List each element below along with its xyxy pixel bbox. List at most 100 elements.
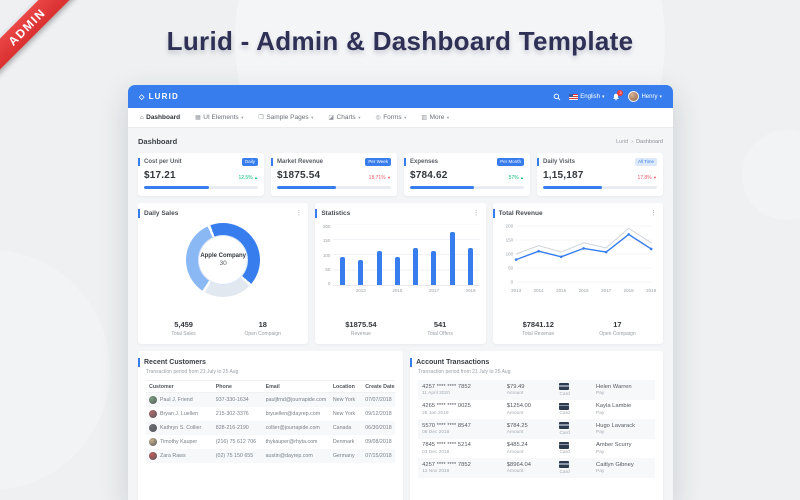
- donut-center-value: 30: [219, 260, 227, 267]
- stat-value: $1875.54: [277, 170, 321, 181]
- y-tick-label: 100: [322, 252, 331, 258]
- search-icon[interactable]: [553, 93, 561, 101]
- daily-sales-donut: Apple Company 30: [186, 223, 261, 297]
- data-point: [604, 250, 608, 254]
- table-row[interactable]: Bryan J. Luellen 215-302-3376 bryuellen@da…: [146, 407, 395, 421]
- table-header-row: Customer Phone Email Location Create Date: [146, 380, 396, 393]
- customer-name: Kathryn S. Collier: [160, 425, 202, 431]
- recent-customers-subtitle: Transaction period from 21 July to 25 Au…: [146, 369, 239, 375]
- menu-item-sample-pages[interactable]: ❐ Sample Pages ▾: [258, 114, 314, 121]
- more-icon: ▥: [421, 115, 428, 121]
- payee-cell: Caitlyn Gibney Pay: [596, 462, 651, 475]
- transaction-date: 12 Nov 2018: [422, 469, 450, 474]
- table-row[interactable]: Timothy Kauper (216) 75 612 706 thykauper@…: [146, 435, 395, 449]
- location-cell: Canada: [332, 425, 352, 431]
- column-header[interactable]: Create Date: [365, 383, 395, 390]
- menu-item-ui-elements[interactable]: ▦ UI Elements ▾: [195, 114, 244, 121]
- transaction-row[interactable]: 5570 **** **** 8547 08 Dec 2018 $784.25 Amo…: [418, 419, 655, 439]
- method-cell: Card: [559, 402, 596, 416]
- x-tick-label: [407, 288, 425, 293]
- amount-cell: $1254.00 Amount: [507, 403, 560, 416]
- menu-item-more[interactable]: ▥ More ▾: [421, 114, 450, 121]
- arrow-up-icon: ▲: [254, 175, 258, 180]
- transaction-row[interactable]: 7845 **** **** 5214 03 Dec 2018 $485.24 Amo…: [418, 439, 655, 459]
- amount-cell: $485.24 Amount: [507, 442, 560, 455]
- card-number-cell: 5570 **** **** 8547 08 Dec 2018: [422, 423, 507, 436]
- menu-item-charts[interactable]: ◪ Charts ▾: [328, 114, 361, 121]
- progress-fill: [144, 186, 209, 189]
- kebab-menu-icon[interactable]: ⋮: [649, 210, 657, 217]
- pay-label: Pay: [596, 430, 605, 435]
- bar-2: [376, 250, 382, 285]
- amount-value: $79.49: [506, 383, 525, 390]
- table-row[interactable]: Paul J. Friend 937-330-1634 pauljfrnd@jour…: [146, 393, 396, 407]
- amount-value: $1254.00: [506, 403, 531, 409]
- phone-cell: 215-302-3376: [215, 411, 249, 417]
- progress-bar: [410, 186, 524, 189]
- total-sales-value: 5,459: [174, 320, 193, 329]
- menu-item-dashboard[interactable]: ⌂ Dashboard: [140, 114, 181, 121]
- amount-label: Amount: [506, 410, 524, 416]
- donut-center: Apple Company 30: [199, 236, 248, 284]
- column-header[interactable]: Location: [332, 383, 355, 390]
- stat-change: 17.8% ▼: [637, 175, 657, 181]
- column-header[interactable]: Email: [265, 383, 280, 390]
- revenue-label: Revenue: [350, 331, 371, 337]
- total-revenue-value: $7841.12: [522, 320, 554, 329]
- transaction-row[interactable]: 4265 **** **** 0025 28 Jan 2019 $1254.00 Am…: [418, 400, 655, 420]
- total-offers-label: Total Offers: [427, 331, 453, 337]
- stat-value: $784.62: [410, 170, 448, 181]
- menu-item-forms[interactable]: ◎ Forms ▾: [375, 114, 407, 121]
- column-header[interactable]: Phone: [215, 383, 232, 390]
- email-cell: pauljfrnd@jourrapide.com: [265, 397, 327, 403]
- card-label: Card: [559, 411, 570, 416]
- x-tick-label: 2016: [578, 288, 589, 293]
- breadcrumb-separator: ›: [631, 138, 634, 145]
- kebab-menu-icon[interactable]: ⋮: [295, 210, 303, 217]
- pay-label: Pay: [596, 449, 605, 455]
- customer-cell: Paul J. Friend: [146, 396, 216, 404]
- stat-change: 12.5% ▲: [238, 175, 258, 181]
- location-cell: New York: [332, 411, 356, 417]
- x-tick-label: [443, 288, 461, 293]
- payee-name: Kayla Lambie: [596, 403, 632, 409]
- y-tick-label: 200: [505, 224, 513, 229]
- amount-cell: $8964.04 Amount: [507, 462, 560, 475]
- stat-title: Daily Visits: [537, 158, 575, 166]
- user-menu[interactable]: Henry ▾: [628, 91, 662, 102]
- language-selector[interactable]: English ▾: [569, 93, 604, 100]
- notifications-button[interactable]: 3: [612, 89, 624, 101]
- total-revenue-label: Total Revenue: [522, 331, 555, 337]
- stat-card-3: Daily Visits All Time 1,15,187 17.8% ▼: [537, 153, 663, 196]
- customer-name: Paul J. Friend: [160, 397, 193, 403]
- notification-badge: 3: [617, 89, 624, 96]
- column-header[interactable]: Customer: [149, 383, 174, 390]
- recent-customers-title: Recent Customers: [138, 358, 395, 367]
- statistics-title: Statistics: [315, 209, 350, 218]
- progress-bar: [543, 186, 657, 189]
- breadcrumb: Lurid › Dashboard: [616, 139, 663, 145]
- daily-sales-footer: 5,459 Total Sales 18 Open Compaign: [144, 320, 302, 338]
- x-tick-label: [370, 288, 388, 293]
- transaction-row[interactable]: 4257 **** **** 7852 12 Nov 2018 $8964.04 Am…: [418, 458, 655, 478]
- y-tick-label: 0: [510, 280, 513, 285]
- us-flag-icon: [569, 93, 579, 100]
- card-number-cell: 7845 **** **** 5214 03 Dec 2018: [422, 442, 507, 455]
- breadcrumb-home[interactable]: Lurid: [616, 138, 629, 145]
- bar-6: [449, 232, 455, 285]
- customer-avatar: [149, 396, 157, 404]
- credit-card-icon: [559, 383, 570, 390]
- card-label: Card: [559, 430, 570, 436]
- user-avatar: [628, 91, 640, 102]
- brand-logo[interactable]: ◇ LURID: [139, 92, 179, 101]
- charts-icon: ◪: [328, 115, 335, 121]
- transaction-row[interactable]: 4257 **** **** 7852 11 April 2020 $79.49 Am…: [418, 380, 655, 400]
- stat-value: 1,15,187: [543, 170, 584, 181]
- x-tick-label: 2017: [601, 288, 612, 293]
- kebab-menu-icon[interactable]: ⋮: [472, 210, 480, 217]
- data-point: [582, 247, 585, 250]
- table-row[interactable]: Zara Raws (02) 75 150 655 austin@dayrep.co…: [146, 449, 396, 463]
- table-row[interactable]: Kathryn S. Collier 828-216-2190 collier@jo…: [146, 421, 396, 435]
- credit-card-icon: [559, 402, 570, 410]
- line-series-secondary: [515, 227, 652, 255]
